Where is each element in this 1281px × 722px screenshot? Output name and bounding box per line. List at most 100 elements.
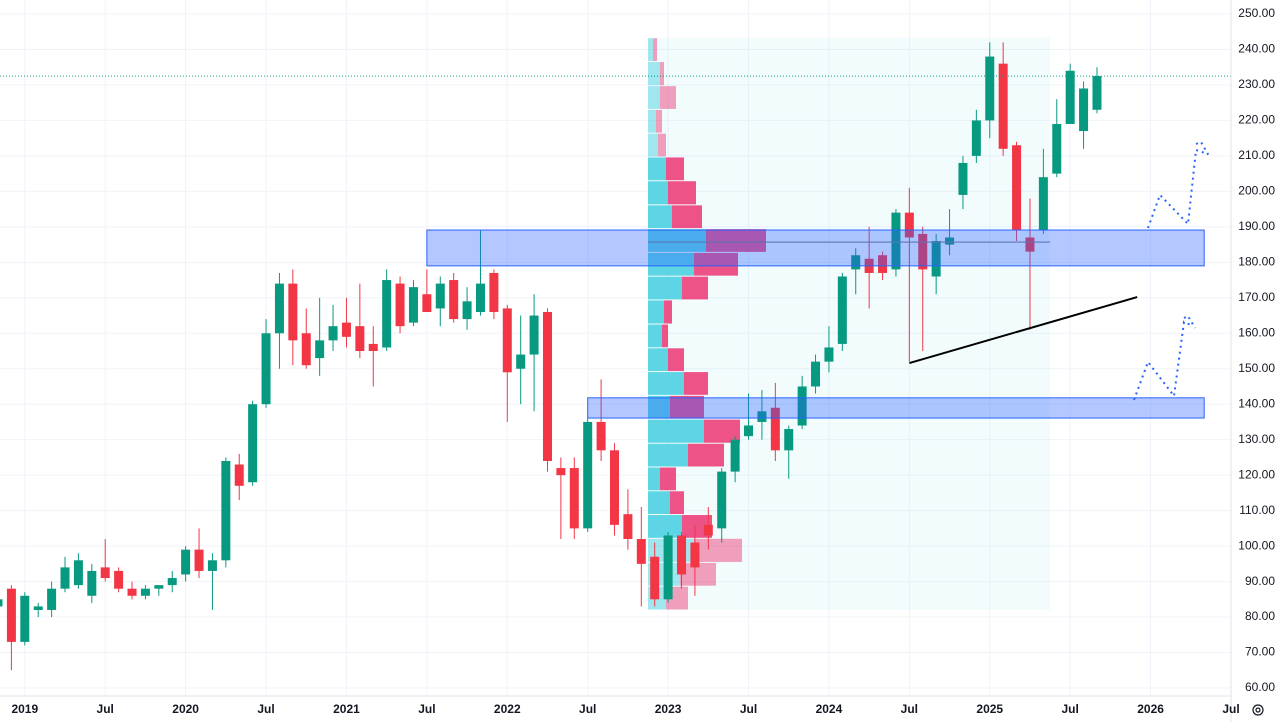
x-tick-label: 2021 xyxy=(333,702,360,716)
profile-up xyxy=(648,491,671,515)
candle-body xyxy=(408,287,418,323)
candle-body xyxy=(87,570,97,596)
x-tick-label: Jul xyxy=(1062,702,1079,716)
candle-body xyxy=(623,514,633,540)
x-tick-label: Jul xyxy=(901,702,918,716)
profile-range xyxy=(648,37,1051,610)
y-tick-label: 190.00 xyxy=(1238,219,1275,233)
y-tick-label: 250.00 xyxy=(1238,6,1275,20)
profile-up xyxy=(648,157,667,181)
candle-body xyxy=(891,212,901,270)
candle-body xyxy=(301,333,311,366)
candle-body xyxy=(140,588,150,596)
candle-body xyxy=(33,606,43,610)
candle-body xyxy=(542,311,552,461)
profile-down xyxy=(670,491,685,515)
settings-icon-core[interactable] xyxy=(1255,707,1261,713)
x-tick-label: 2020 xyxy=(172,702,199,716)
profile-up xyxy=(648,443,689,467)
candle-body xyxy=(355,326,365,351)
candle-body xyxy=(47,588,57,610)
candle-body xyxy=(1038,177,1048,231)
profile-up xyxy=(648,324,663,348)
settings-icon[interactable] xyxy=(1252,704,1264,716)
candle-body xyxy=(677,535,687,575)
candle-body xyxy=(73,560,83,586)
profile-up xyxy=(648,372,685,395)
candle-body xyxy=(824,347,834,362)
y-tick-label: 160.00 xyxy=(1238,325,1275,339)
candle-body xyxy=(569,468,579,529)
y-tick-label: 200.00 xyxy=(1238,184,1275,198)
candle-body xyxy=(744,425,754,437)
y-tick-label: 180.00 xyxy=(1238,254,1275,268)
candle-body xyxy=(931,241,941,277)
candle-body xyxy=(556,468,566,476)
candle-body xyxy=(529,315,539,355)
x-tick-label: Jul xyxy=(418,702,435,716)
profile-down xyxy=(668,348,685,372)
candle-body xyxy=(837,276,847,344)
candle-body xyxy=(368,343,378,351)
y-tick-label: 230.00 xyxy=(1238,77,1275,91)
profile-up xyxy=(648,348,669,372)
y-tick-label: 240.00 xyxy=(1238,42,1275,56)
profile-down xyxy=(694,252,739,276)
profile-down xyxy=(694,538,743,562)
profile-down xyxy=(656,109,663,133)
candle-body xyxy=(127,588,137,596)
profile-down xyxy=(688,443,725,467)
candle-body xyxy=(958,162,968,195)
profile-down xyxy=(666,157,685,181)
profile-up xyxy=(648,205,673,229)
profile-up xyxy=(648,109,657,133)
y-tick-label: 80.00 xyxy=(1245,609,1275,623)
candle-body xyxy=(1012,145,1022,231)
y-tick-label: 100.00 xyxy=(1238,538,1275,552)
y-tick-label: 170.00 xyxy=(1238,290,1275,304)
candle-body xyxy=(1065,70,1075,124)
settings-icon-ring[interactable] xyxy=(1252,704,1264,716)
profile-up xyxy=(648,467,661,491)
candle-body xyxy=(489,272,499,312)
profile-down xyxy=(706,229,767,252)
candle-body xyxy=(757,411,767,422)
candle-body xyxy=(797,386,807,426)
candle-body xyxy=(663,535,673,600)
candle-body xyxy=(288,283,298,341)
arrow-head xyxy=(1183,314,1196,329)
profile-up xyxy=(648,252,695,276)
candle-body xyxy=(690,542,700,568)
plot xyxy=(0,37,1231,671)
candle-body xyxy=(435,283,445,309)
candle-body xyxy=(154,585,164,589)
profile-down xyxy=(660,62,665,86)
profile-up xyxy=(648,229,707,252)
profile-down xyxy=(662,324,669,348)
candle-body xyxy=(945,237,955,245)
candle-body xyxy=(904,212,914,238)
profile-down xyxy=(672,205,703,229)
candle-body xyxy=(274,283,284,334)
zone xyxy=(426,229,1205,267)
profile-down xyxy=(658,133,667,157)
candle-body xyxy=(100,567,110,579)
x-tick-label: Jul xyxy=(740,702,757,716)
candle-body xyxy=(462,301,472,320)
profile-up xyxy=(648,300,665,324)
x-tick-label: 2023 xyxy=(655,702,682,716)
y-tick-label: 90.00 xyxy=(1245,574,1275,588)
candle-body xyxy=(167,578,177,586)
candle-body xyxy=(234,464,244,486)
y-tick-label: 110.00 xyxy=(1239,503,1275,517)
profile-up xyxy=(648,419,705,443)
candle-body xyxy=(636,539,646,564)
y-tick-label: 120.00 xyxy=(1238,467,1275,481)
profile-up xyxy=(648,181,669,205)
profile-up xyxy=(648,276,683,300)
profile-down xyxy=(653,38,658,62)
candle-body xyxy=(0,599,3,607)
profile-up xyxy=(648,133,659,157)
candle-body xyxy=(315,340,325,359)
